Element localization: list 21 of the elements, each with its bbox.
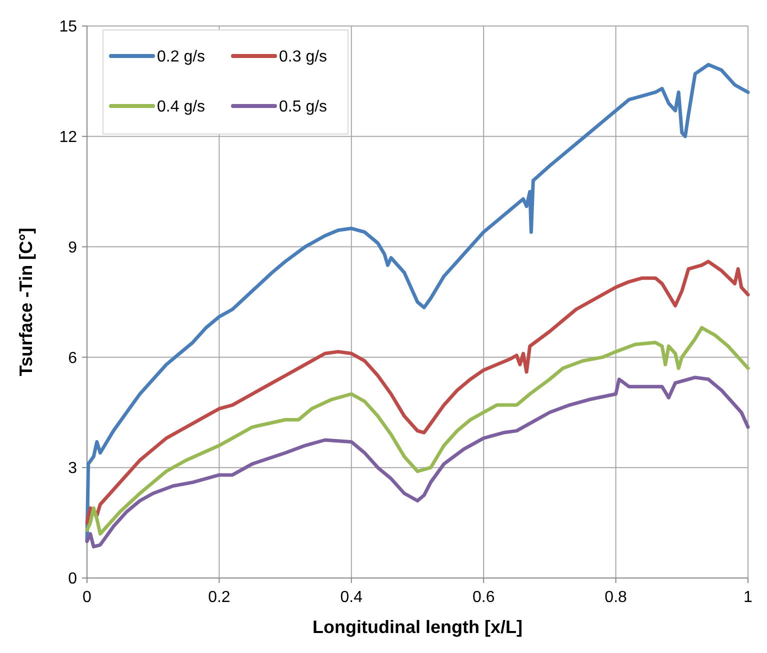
- legend-label: 0.2 g/s: [157, 48, 206, 66]
- y-axis-title: Tsurface -Tin [C°]: [16, 228, 36, 376]
- y-tick-label: 6: [68, 350, 78, 367]
- y-tick-label: 0: [68, 570, 78, 588]
- legend-label: 0.3 g/s: [279, 48, 328, 66]
- y-tick-label: 9: [68, 239, 78, 256]
- x-axis-title: Longitudinal length [x/L]: [312, 617, 522, 637]
- x-tick-label: 0: [82, 589, 92, 606]
- y-tick-label: 15: [59, 18, 78, 36]
- x-tick-label: 0.6: [472, 589, 495, 606]
- x-tick-label: 0.8: [604, 589, 628, 606]
- legend-label: 0.4 g/s: [157, 98, 206, 116]
- line-series: [85, 326, 750, 536]
- line-series: [85, 376, 750, 548]
- y-tick-label: 12: [59, 129, 78, 146]
- y-tick-label: 3: [68, 460, 78, 478]
- x-tick-label: 1: [744, 589, 753, 606]
- x-tick-label: 0.2: [208, 589, 230, 606]
- legend-label: 0.5 g/s: [279, 98, 328, 116]
- line-series: [85, 260, 750, 525]
- x-tick-label: 0.4: [340, 589, 363, 606]
